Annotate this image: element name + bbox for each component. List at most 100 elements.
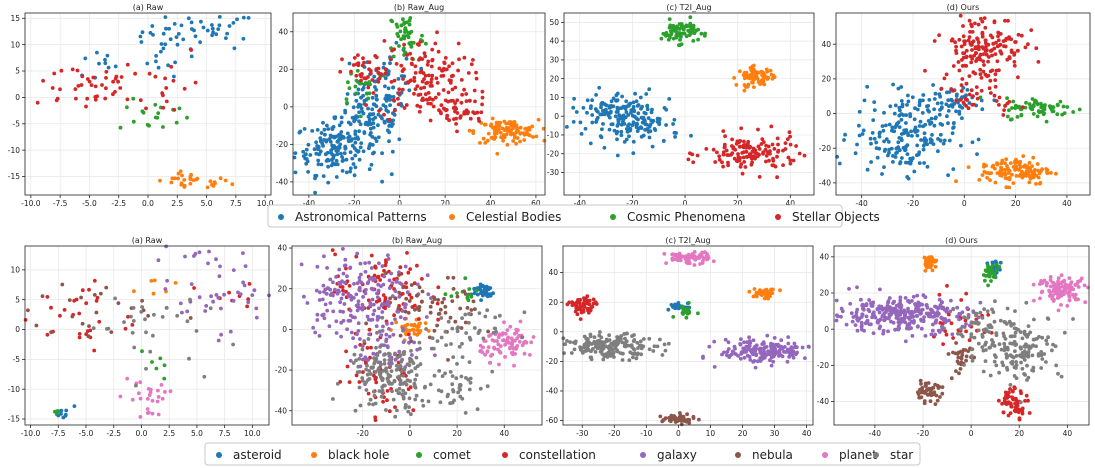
scatter-point [1031,170,1035,175]
scatter-point [772,336,777,340]
scatter-point [385,398,389,403]
scatter-point [1014,326,1019,331]
scatter-point [412,75,417,80]
scatter-point [970,354,974,358]
scatter-point [131,319,136,323]
panel-5: -10.0 -7.5 -5.0 -2.5 0.0 2.5 5.0 7.5 10.0-15-10-… [8,236,271,438]
scatter-point [372,389,376,394]
scatter-point [318,139,323,144]
scatter-point [426,91,431,95]
scatter-point [348,169,353,174]
scatter-point [312,147,317,152]
scatter-point [446,99,450,104]
scatter-point [478,386,483,391]
scatter-point [138,34,143,39]
scatter-point [646,116,651,120]
scatter-point [755,359,760,364]
scatter-point [726,153,731,158]
scatter-point [485,138,490,143]
scatter-point [493,326,498,331]
scatter-point [1068,282,1073,287]
scatter-point [760,81,764,86]
scatter-point [141,110,146,115]
scatter-point [866,307,871,312]
scatter-point [374,104,379,109]
scatter-point [594,120,598,124]
scatter-point [884,137,889,142]
scatter-point [690,28,695,33]
scatter-point [585,98,590,103]
scatter-point [335,162,340,167]
scatter-point [339,151,343,156]
scatter-point [140,298,145,303]
scatter-point [325,123,329,128]
scatter-point [94,310,99,315]
scatter-point [383,296,388,300]
scatter-point [992,93,997,98]
x-tick-label: 0 [969,429,974,438]
x-tick-label: -20 [348,199,360,208]
axes-frame [562,245,814,426]
scatter-point [439,389,444,394]
scatter-point [959,332,963,337]
scatter-point [787,355,791,359]
scatter-point [696,37,700,42]
scatter-point [355,332,359,336]
y-tick-label: -40 [276,177,288,186]
scatter-point [228,329,233,334]
scatter-point [903,339,908,344]
scatter-point [369,131,373,135]
scatter-point [145,397,150,401]
scatter-point [83,56,88,61]
scatter-point [1012,322,1016,326]
x-tick-label: 20 [440,199,450,208]
scatter-point [630,123,635,128]
scatter-point [670,252,675,257]
scatter-point [1001,331,1006,336]
scatter-point [364,287,368,292]
scatter-point [176,176,181,181]
scatter-point [1013,386,1017,391]
scatter-point [371,91,376,95]
scatter-point [382,361,387,366]
scatter-point [1040,110,1045,114]
y-tick-label: 20 [278,65,288,74]
scatter-point [501,133,506,138]
scatter-point [1004,185,1009,190]
scatter-point [770,142,775,147]
scatter-point [414,373,419,377]
scatter-point [163,76,168,81]
scatter-point [754,294,759,299]
scatter-point [152,312,156,317]
scatter-point [730,137,734,142]
scatter-point [366,106,370,111]
scatter-point [725,349,730,354]
x-tick-label: 5.0 [201,199,213,208]
scatter-point [364,388,369,392]
scatter-point [361,56,365,61]
x-tick-label: 7.5 [230,199,242,208]
scatter-point [1027,180,1032,185]
scatter-point [1002,341,1007,346]
scatter-point [942,326,946,331]
scatter-point [877,131,882,136]
scatter-point [1022,329,1027,334]
scatter-point [414,355,419,360]
scatter-point [855,142,859,147]
x-tick-label: 40 [486,199,496,208]
scatter-point [223,178,228,183]
scatter-point [84,301,89,306]
scatter-point [1023,45,1028,50]
scatter-point [667,17,672,21]
scatter-point [1067,276,1072,281]
scatter-point [615,129,620,134]
scatter-point [327,137,332,141]
scatter-point [969,22,973,27]
scatter-point [515,127,519,132]
scatter-point [211,299,216,304]
scatter-point [882,139,886,144]
scatter-point [386,257,391,261]
scatter-point [430,73,435,78]
scatter-point [508,346,512,351]
